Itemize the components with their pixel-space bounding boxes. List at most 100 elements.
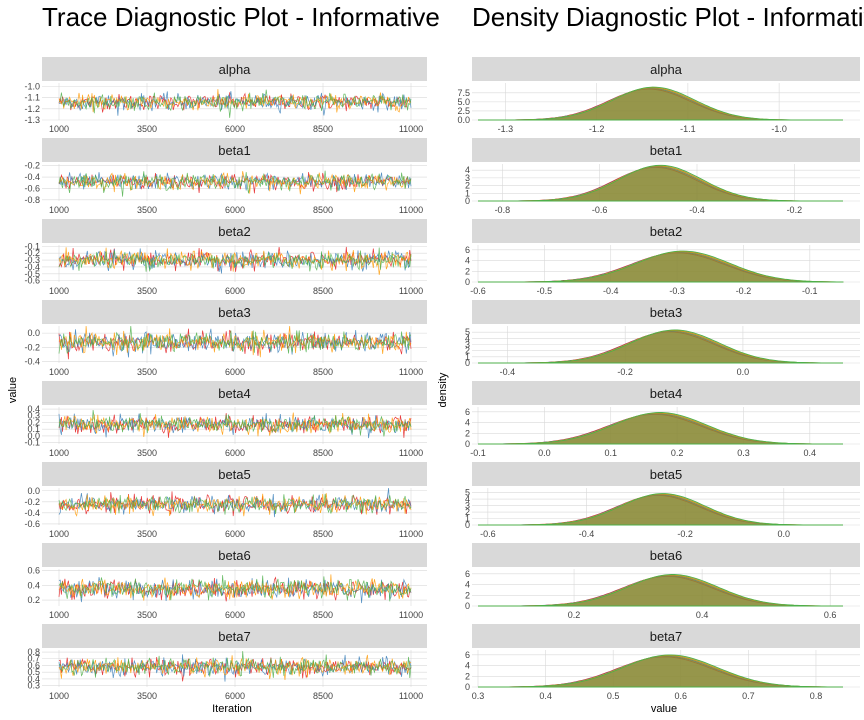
trace-y-tick-beta2-0: -0.1 [24, 241, 40, 251]
strip-label-density-beta3: beta3 [650, 305, 683, 320]
density-x-tick-alpha-2: -1.1 [680, 124, 696, 134]
density-x-tick-beta3-1: -0.2 [617, 367, 633, 377]
trace-line-beta7-chain4 [58, 651, 412, 679]
strip-density-beta5 [472, 462, 860, 486]
density-x-tick-beta7-2: 0.5 [607, 691, 620, 701]
density-x-tick-beta7-3: 0.6 [675, 691, 688, 701]
density-y-tick-beta1-1: 3 [465, 173, 470, 183]
trace-line-beta4-chain3 [58, 412, 412, 438]
trace-y-axis-label: value [7, 377, 19, 403]
density-y-tick-beta6-0: 6 [465, 569, 470, 579]
density-area-beta5-chain4 [478, 493, 843, 526]
trace-y-tick-beta3-1: -0.2 [24, 342, 40, 352]
trace-line-beta2-chain4 [58, 247, 412, 273]
strip-label-density-beta6: beta6 [650, 548, 683, 563]
density-y-tick-beta1-0: 4 [465, 165, 470, 175]
strip-trace-beta2 [42, 219, 427, 243]
density-y-tick-beta5-2: 3 [465, 501, 470, 511]
strip-trace-alpha [42, 57, 427, 81]
trace-line-beta6-chain4 [58, 575, 412, 602]
density-x-tick-beta7-4: 0.7 [742, 691, 755, 701]
trace-line-beta7-chain2 [58, 654, 412, 682]
density-y-tick-beta2-2: 2 [465, 266, 470, 276]
trace-x-tick-beta2-3: 8500 [313, 286, 333, 296]
density-y-tick-beta3-3: 2 [465, 346, 470, 356]
density-y-tick-beta6-3: 0 [465, 601, 470, 611]
trace-y-tick-beta7-4: 0.4 [27, 674, 40, 684]
strip-label-trace-beta5: beta5 [218, 467, 251, 482]
trace-x-tick-beta6-4: 11000 [399, 610, 423, 620]
density-y-tick-beta2-1: 4 [465, 256, 470, 266]
strip-label-trace-beta6: beta6 [218, 548, 251, 563]
trace-x-tick-alpha-4: 11000 [399, 124, 423, 134]
trace-x-tick-beta2-2: 6000 [225, 286, 245, 296]
trace-y-tick-beta2-1: -0.2 [24, 248, 40, 258]
trace-y-tick-beta5-1: -0.2 [24, 497, 40, 507]
trace-y-tick-beta4-4: 0.0 [27, 431, 40, 441]
density-y-tick-beta7-1: 4 [465, 661, 470, 671]
density-y-tick-beta3-1: 4 [465, 333, 470, 343]
strip-label-trace-beta2: beta2 [218, 224, 251, 239]
strip-density-beta2 [472, 219, 860, 243]
density-x-tick-beta2-3: -0.3 [669, 286, 685, 296]
density-y-axis-label: density [437, 372, 449, 407]
trace-x-tick-beta2-1: 3500 [137, 286, 157, 296]
trace-y-tick-beta7-0: 0.8 [27, 647, 40, 657]
density-x-tick-beta4-5: 0.4 [804, 448, 817, 458]
strip-density-alpha [472, 57, 860, 81]
strip-trace-beta7 [42, 624, 427, 648]
trace-y-tick-beta2-4: -0.5 [24, 269, 40, 279]
density-x-tick-beta6-2: 0.6 [824, 610, 837, 620]
density-x-tick-beta2-1: -0.5 [537, 286, 553, 296]
trace-y-tick-beta6-2: 0.2 [27, 595, 40, 605]
trace-x-tick-beta1-0: 1000 [49, 205, 69, 215]
density-y-tick-beta2-3: 0 [465, 277, 470, 287]
strip-label-trace-beta4: beta4 [218, 386, 251, 401]
density-y-tick-beta4-3: 0 [465, 439, 470, 449]
density-y-tick-beta6-1: 4 [465, 580, 470, 590]
density-y-tick-beta7-0: 6 [465, 650, 470, 660]
density-y-tick-beta2-0: 6 [465, 245, 470, 255]
density-y-tick-beta3-4: 1 [465, 352, 470, 362]
trace-y-tick-beta1-0: -0.2 [24, 161, 40, 171]
density-area-beta1-chain4 [478, 164, 843, 202]
trace-x-tick-beta1-2: 6000 [225, 205, 245, 215]
trace-y-tick-beta3-2: -0.4 [24, 357, 40, 367]
trace-y-tick-beta5-3: -0.6 [24, 519, 40, 529]
trace-y-tick-beta1-1: -0.4 [24, 172, 40, 182]
strip-label-trace-beta7: beta7 [218, 629, 251, 644]
density-y-tick-beta5-3: 2 [465, 507, 470, 517]
density-y-tick-beta7-3: 0 [465, 682, 470, 692]
trace-y-tick-beta6-0: 0.6 [27, 565, 40, 575]
trace-x-tick-beta3-2: 6000 [225, 367, 245, 377]
density-x-tick-beta3-2: 0.0 [737, 367, 750, 377]
trace-x-tick-alpha-1: 3500 [137, 124, 157, 134]
trace-y-tick-beta1-3: -0.8 [24, 195, 40, 205]
trace-x-tick-beta3-4: 11000 [399, 367, 423, 377]
density-y-tick-beta5-4: 1 [465, 514, 470, 524]
trace-x-tick-beta3-1: 3500 [137, 367, 157, 377]
strip-trace-beta6 [42, 543, 427, 567]
trace-line-alpha-chain4 [58, 89, 412, 118]
strip-density-beta4 [472, 381, 860, 405]
density-y-tick-beta3-5: 0 [465, 358, 470, 368]
density-y-tick-beta5-5: 0 [465, 520, 470, 530]
trace-y-tick-beta4-5: -0.1 [24, 438, 40, 448]
trace-x-tick-beta6-1: 3500 [137, 610, 157, 620]
density-area-alpha-chain4 [478, 86, 843, 121]
trace-y-tick-beta5-2: -0.4 [24, 508, 40, 518]
strip-label-trace-beta3: beta3 [218, 305, 251, 320]
density-x-tick-beta2-0: -0.6 [470, 286, 486, 296]
trace-y-tick-beta2-5: -0.6 [24, 276, 40, 286]
trace-y-tick-beta7-1: 0.7 [27, 654, 40, 664]
trace-x-tick-alpha-0: 1000 [49, 124, 69, 134]
trace-x-tick-beta5-2: 6000 [225, 529, 245, 539]
trace-y-tick-alpha-1: -1.1 [24, 93, 40, 103]
density-x-tick-beta4-3: 0.2 [671, 448, 684, 458]
density-x-tick-beta4-0: -0.1 [470, 448, 486, 458]
density-x-tick-beta1-1: -0.6 [592, 205, 608, 215]
trace-x-tick-beta1-1: 3500 [137, 205, 157, 215]
density-x-tick-alpha-0: -1.3 [498, 124, 514, 134]
trace-x-tick-alpha-2: 6000 [225, 124, 245, 134]
